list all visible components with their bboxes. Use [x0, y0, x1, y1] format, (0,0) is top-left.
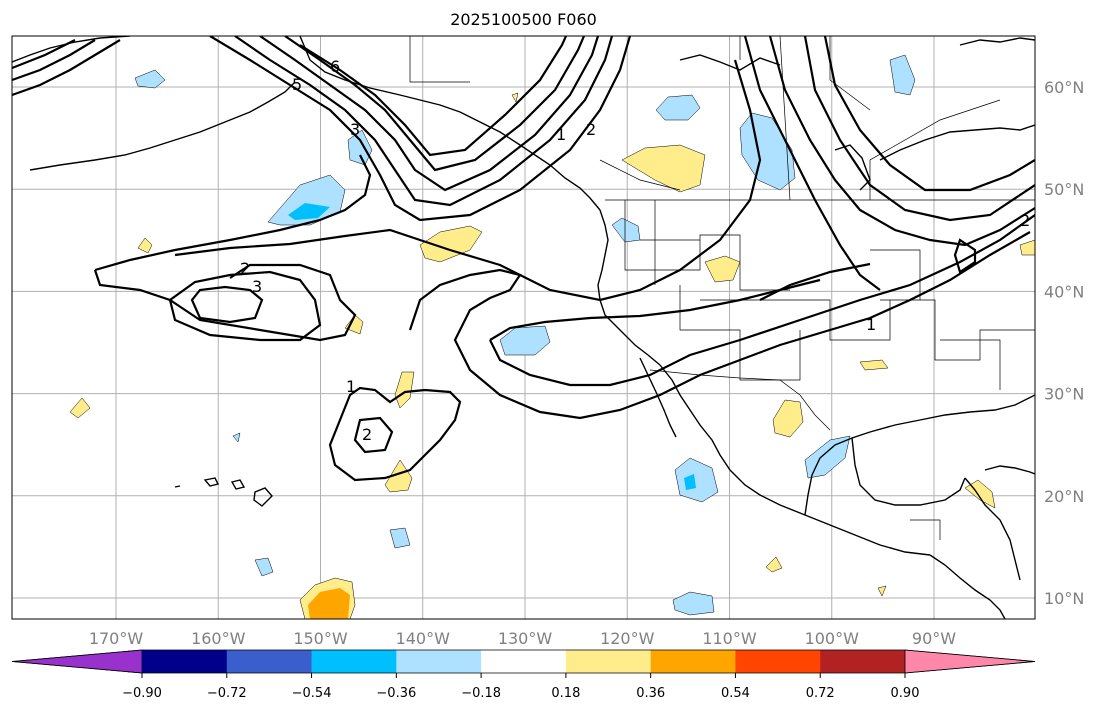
- contour-label: 3: [252, 277, 262, 296]
- shade-patch-blue: [389, 527, 411, 549]
- latitude-label: 20°N: [1044, 487, 1084, 506]
- colorbar-tick-label: −0.36: [376, 686, 416, 701]
- colorbar-tick-label: 0.18: [551, 686, 580, 701]
- colorbar-tick-label: −0.54: [292, 686, 332, 701]
- colorbar-tick-label: −0.18: [461, 686, 501, 701]
- contour-label: 1: [346, 377, 356, 396]
- shade-patch-blue: [655, 94, 701, 121]
- latitude-label: 30°N: [1044, 385, 1084, 404]
- shade-patch-blue: [674, 457, 719, 503]
- contour-label: 2: [240, 259, 250, 278]
- longitude-label: 170°W: [89, 629, 144, 648]
- colorbar-bin: [142, 650, 228, 673]
- colorbar-extend-low: [11, 649, 143, 674]
- longitude-label: 100°W: [805, 629, 860, 648]
- contour-label: 3: [350, 120, 360, 139]
- shade-patch-yellow: [621, 144, 706, 193]
- colorbar-bin: [565, 650, 652, 673]
- shade-patch-yellow: [511, 92, 519, 103]
- colorbar-bin: [396, 650, 482, 673]
- colorbar-bin: [820, 650, 906, 673]
- shade-patch-yellow: [765, 556, 783, 573]
- shade-patch-blue-deep: [684, 474, 696, 490]
- shade-patch-yellow: [419, 225, 483, 263]
- colorbar: [11, 649, 1036, 674]
- shade-patch-yellow: [704, 255, 741, 283]
- shade-patch-blue: [267, 174, 346, 226]
- colorbar-tick-label: 0.90: [891, 686, 920, 701]
- shade-patch-yellow: [384, 459, 413, 493]
- contour-label: 2: [586, 120, 596, 139]
- shade-patch-blue: [134, 69, 166, 89]
- shade-patch-yellow: [1019, 239, 1035, 256]
- shade-patch-blue: [611, 217, 641, 243]
- longitude-label: 130°W: [498, 629, 553, 648]
- map-title: 2025100500 F060: [450, 10, 597, 29]
- map-frame: [11, 35, 1036, 620]
- shade-patch-yellow: [69, 397, 91, 419]
- coastlines: [12, 36, 1035, 619]
- shade-patch-yellow: [859, 359, 889, 371]
- longitude-label: 120°W: [600, 629, 655, 648]
- colorbar-tick-labels: −0.90 −0.72 −0.54 −0.36 −0.18 0.18 0.36 0.54 0.7…: [122, 673, 919, 701]
- shade-patch-yellow: [394, 371, 415, 409]
- contour-label: 2: [362, 425, 372, 444]
- colorbar-tick-label: 0.54: [721, 686, 750, 701]
- longitude-label: 150°W: [293, 629, 348, 648]
- longitude-label: 90°W: [912, 629, 956, 648]
- latitude-labels: 10°N 20°N 30°N 40°N 50°N 60°N: [1044, 78, 1084, 608]
- contour-lines: [12, 36, 1035, 482]
- shade-patch-yellow: [877, 585, 887, 597]
- shade-patch-blue-deep: [288, 203, 330, 220]
- shaded-field: [69, 54, 1035, 619]
- shade-patch-yellow: [137, 237, 153, 254]
- colorbar-bin: [226, 650, 313, 673]
- shade-patch-blue: [254, 557, 274, 577]
- contour-label: 6: [330, 57, 340, 76]
- colorbar-bin: [311, 650, 397, 673]
- colorbar-bin: [735, 650, 821, 673]
- latitude-label: 40°N: [1044, 282, 1084, 301]
- longitude-label: 140°W: [396, 629, 451, 648]
- longitude-label: 160°W: [191, 629, 246, 648]
- latitude-label: 50°N: [1044, 180, 1084, 199]
- shade-patch-orange: [308, 588, 350, 619]
- longitude-labels: 170°W 160°W 150°W 140°W 130°W 120°W 110°W 100°W…: [89, 629, 956, 648]
- contour-label: 5: [292, 75, 302, 94]
- shade-patch-blue: [889, 54, 916, 96]
- graticule: [12, 36, 1035, 619]
- shade-patch-blue: [347, 129, 373, 166]
- shade-patch-blue: [672, 591, 715, 616]
- latitude-label: 10°N: [1044, 589, 1084, 608]
- colorbar-tick-label: −0.90: [122, 686, 162, 701]
- longitude-label: 110°W: [702, 629, 757, 648]
- contour-label: 1: [556, 125, 566, 144]
- contour-label-group: 6 5 3 1 2 2 3 1 2 1 2: [240, 57, 1030, 444]
- latitude-label: 60°N: [1044, 78, 1084, 97]
- colorbar-bin: [650, 650, 736, 673]
- colorbar-tick-label: 0.36: [636, 686, 665, 701]
- colorbar-tick-label: −0.72: [207, 686, 247, 701]
- colorbar-tick-label: 0.72: [806, 686, 835, 701]
- shade-patch-yellow: [772, 399, 804, 438]
- shade-patch-blue: [232, 432, 241, 443]
- colorbar-bin: [481, 650, 567, 673]
- contour-label: 2: [1020, 211, 1030, 230]
- contour-label: 1: [866, 315, 876, 334]
- colorbar-extend-high: [904, 649, 1036, 674]
